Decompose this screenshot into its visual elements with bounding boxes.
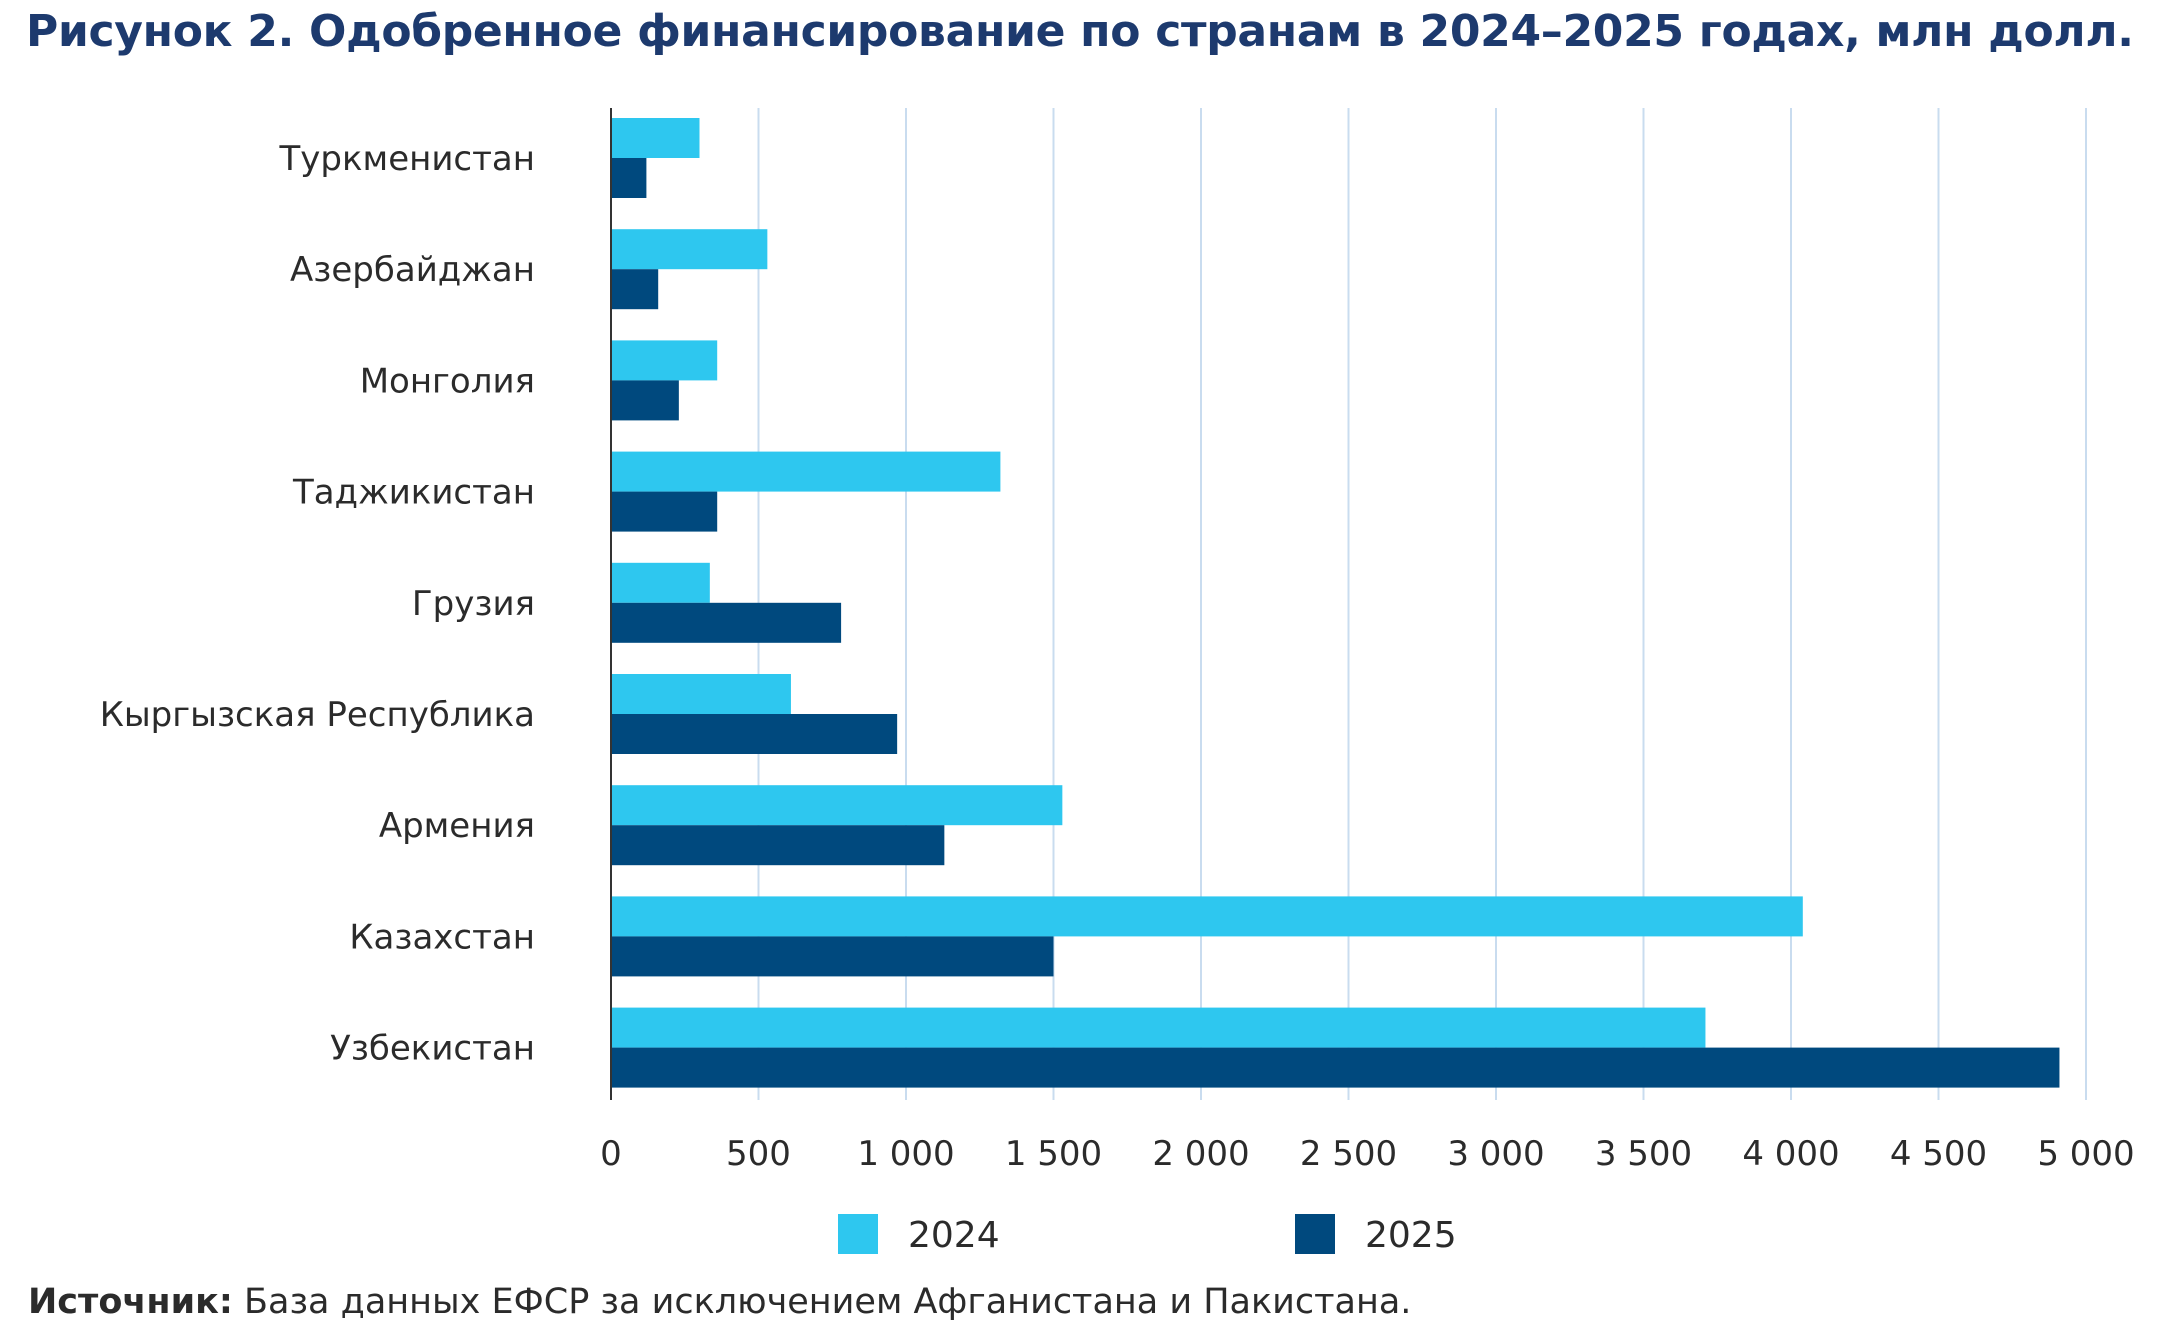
x-tick-label: 500 [726, 1134, 791, 1174]
bar-2025 [611, 1047, 2060, 1088]
bar-2025 [611, 825, 945, 866]
bar-2024 [611, 562, 710, 603]
category-label: Армения [379, 806, 535, 846]
x-tick-label: 3 500 [1595, 1134, 1692, 1174]
legend-label: 2024 [908, 1215, 1000, 1256]
bar-2025 [611, 936, 1054, 977]
x-tick-label: 1 500 [1005, 1134, 1102, 1174]
bar-2025 [611, 158, 647, 198]
bar-2025 [611, 491, 718, 532]
category-label: Узбекистан [330, 1029, 535, 1069]
source-note: Источник: База данных ЕФСР за исключение… [28, 1282, 1411, 1322]
bar-2025 [611, 602, 842, 643]
bar-2024 [611, 340, 718, 381]
x-tick-label: 2 500 [1300, 1134, 1397, 1174]
bar-2024 [611, 451, 1001, 492]
x-tick-label: 2 000 [1152, 1134, 1249, 1174]
source-text: База данных ЕФСР за исключением Афганист… [232, 1282, 1412, 1322]
bar-2024 [611, 118, 700, 158]
category-label: Туркменистан [279, 139, 535, 179]
legend-swatch-2024 [838, 1214, 878, 1254]
category-label: Азербайджан [290, 250, 535, 290]
category-labels: Туркменистан Азербайджан Монголия Таджикист… [100, 139, 535, 1069]
x-tick-label: 3 000 [1447, 1134, 1544, 1174]
bar-2024 [611, 896, 1803, 937]
category-label: Кыргызская Республика [100, 695, 535, 735]
bar-2024 [611, 1007, 1706, 1048]
legend: 2024 2025 [838, 1214, 1457, 1256]
category-label: Казахстан [349, 917, 535, 957]
legend-label: 2025 [1365, 1215, 1457, 1256]
x-tick-label: 5 000 [2037, 1134, 2134, 1174]
x-tick-labels: 0 500 1 000 1 500 2 000 2 500 3 000 3 500 4 000 4… [600, 1134, 2134, 1174]
source-label: Источник: [28, 1282, 233, 1322]
x-tick-label: 0 [600, 1134, 622, 1174]
bars [611, 118, 2060, 1088]
category-label: Таджикистан [292, 473, 535, 513]
bar-2024 [611, 229, 768, 270]
x-tick-label: 4 500 [1890, 1134, 1987, 1174]
x-tick-label: 1 000 [857, 1134, 954, 1174]
bar-2025 [611, 269, 659, 310]
chart-title: Рисунок 2. Одобренное финансирование по … [26, 6, 2134, 57]
category-label: Грузия [412, 584, 535, 624]
legend-swatch-2025 [1295, 1214, 1335, 1254]
x-tick-label: 4 000 [1742, 1134, 1839, 1174]
bar-2025 [611, 380, 679, 421]
category-label: Монголия [360, 361, 535, 401]
bar-2024 [611, 785, 1063, 826]
bar-2025 [611, 714, 898, 754]
bar-2024 [611, 674, 791, 714]
